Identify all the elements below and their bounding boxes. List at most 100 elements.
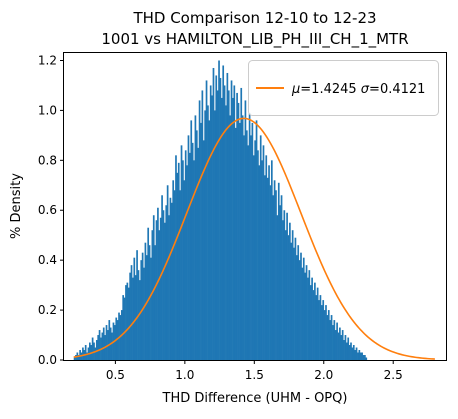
histogram-bar: [177, 162, 180, 360]
histogram-bar: [214, 110, 216, 360]
histogram-bar: [248, 112, 251, 361]
histogram-bar: [95, 340, 98, 360]
histogram-bar: [298, 260, 301, 360]
histogram-bar: [207, 105, 209, 360]
histogram-bar: [122, 295, 125, 360]
histogram-bar: [91, 337, 94, 360]
histogram-bar: [336, 322, 338, 360]
histogram-bar: [344, 335, 347, 360]
histogram-bar: [259, 135, 262, 360]
legend: μ=1.4245 σ=0.4121: [248, 60, 439, 116]
y-tick-label: 0.4: [38, 253, 57, 267]
histogram-bar: [252, 155, 255, 360]
histogram-bar: [286, 212, 288, 360]
histogram-bar: [311, 277, 313, 360]
histogram-bar: [193, 160, 195, 360]
histogram-bar: [200, 122, 202, 360]
histogram-bar: [244, 100, 247, 361]
histogram-bar: [168, 215, 170, 360]
histogram-bar: [362, 355, 365, 360]
legend-mu-value: 1.4245: [311, 82, 357, 97]
histogram-bar: [97, 335, 100, 360]
histogram-bar: [132, 277, 134, 360]
histogram-bar: [254, 140, 256, 360]
histogram-bar: [216, 90, 219, 360]
histogram-bar: [233, 85, 236, 360]
histogram-bar: [114, 325, 116, 360]
histogram-bar: [82, 347, 84, 360]
histogram-bar: [204, 110, 206, 360]
histogram-bar: [322, 300, 325, 360]
histogram-bar: [123, 297, 126, 360]
legend-box: [248, 60, 439, 116]
x-tick-label: 2.0: [314, 368, 333, 382]
histogram-bar: [223, 85, 226, 360]
histogram-bar: [166, 185, 169, 360]
histogram-bar: [358, 350, 361, 360]
histogram-bar: [239, 122, 241, 360]
x-axis-label: THD Difference (UHM - OPQ): [162, 391, 348, 406]
x-tick-label: 1.5: [245, 368, 264, 382]
histogram-bar: [77, 355, 80, 360]
histogram-bar: [264, 175, 266, 360]
histogram-bar: [222, 65, 225, 360]
y-tick-label: 0.2: [38, 303, 57, 317]
histogram-bar: [266, 177, 269, 360]
histogram-bar: [141, 252, 144, 360]
histogram-bar: [220, 97, 223, 361]
histogram-bar: [116, 320, 119, 360]
histogram-bar: [320, 305, 323, 360]
histogram-bar: [258, 165, 261, 360]
histogram-bar: [272, 195, 275, 360]
histogram-bar: [189, 152, 191, 360]
histogram-bar: [343, 340, 345, 360]
x-tick-label: 1.0: [175, 368, 194, 382]
histogram-bar: [125, 285, 127, 360]
histogram-bar: [287, 235, 290, 360]
x-tick-label: 0.5: [106, 368, 125, 382]
histogram-bar: [351, 347, 354, 360]
histogram-bar: [251, 122, 254, 360]
histogram-bar: [183, 180, 186, 360]
histogram-bar: [152, 215, 155, 360]
histogram-bar: [255, 120, 258, 360]
histogram-bar: [348, 345, 351, 360]
normal-fit-curve: [73, 117, 435, 360]
histogram-bar: [270, 160, 273, 360]
histogram-bar: [133, 257, 136, 360]
histogram-bar: [129, 272, 131, 360]
histogram-bar: [297, 245, 300, 360]
histogram-bar: [176, 172, 179, 360]
histogram-bar: [291, 230, 294, 360]
y-tick-label: 0.6: [38, 203, 57, 217]
histogram-bar: [164, 222, 166, 360]
histogram-bar: [354, 350, 357, 360]
histogram-bar: [89, 342, 91, 360]
histogram-bar: [157, 207, 159, 360]
histogram-bar: [151, 230, 154, 360]
histogram-bar: [329, 320, 332, 360]
histogram-bar: [139, 280, 141, 360]
histogram-bar: [184, 150, 187, 360]
histogram-bar: [280, 195, 283, 360]
histogram-bar: [295, 255, 298, 360]
histogram-bar: [294, 237, 297, 360]
histogram-bar: [347, 337, 350, 360]
histogram-bar: [361, 352, 363, 360]
histogram-bar: [315, 295, 318, 360]
histogram-bar: [175, 155, 177, 360]
histogram-bar: [73, 357, 76, 360]
histogram-bar: [101, 332, 104, 360]
histogram-bar: [108, 320, 111, 360]
histogram-bar: [102, 327, 105, 360]
histogram-bar: [276, 215, 279, 360]
histogram-bar: [250, 135, 252, 360]
histogram-bar: [309, 285, 312, 360]
histogram-bar: [94, 347, 97, 360]
histogram-bar: [337, 332, 340, 360]
histogram-bar: [155, 220, 158, 360]
histogram-bar: [182, 160, 184, 360]
histogram-bar: [316, 287, 319, 360]
histogram-bar: [186, 165, 188, 360]
histogram-bar: [301, 267, 304, 360]
